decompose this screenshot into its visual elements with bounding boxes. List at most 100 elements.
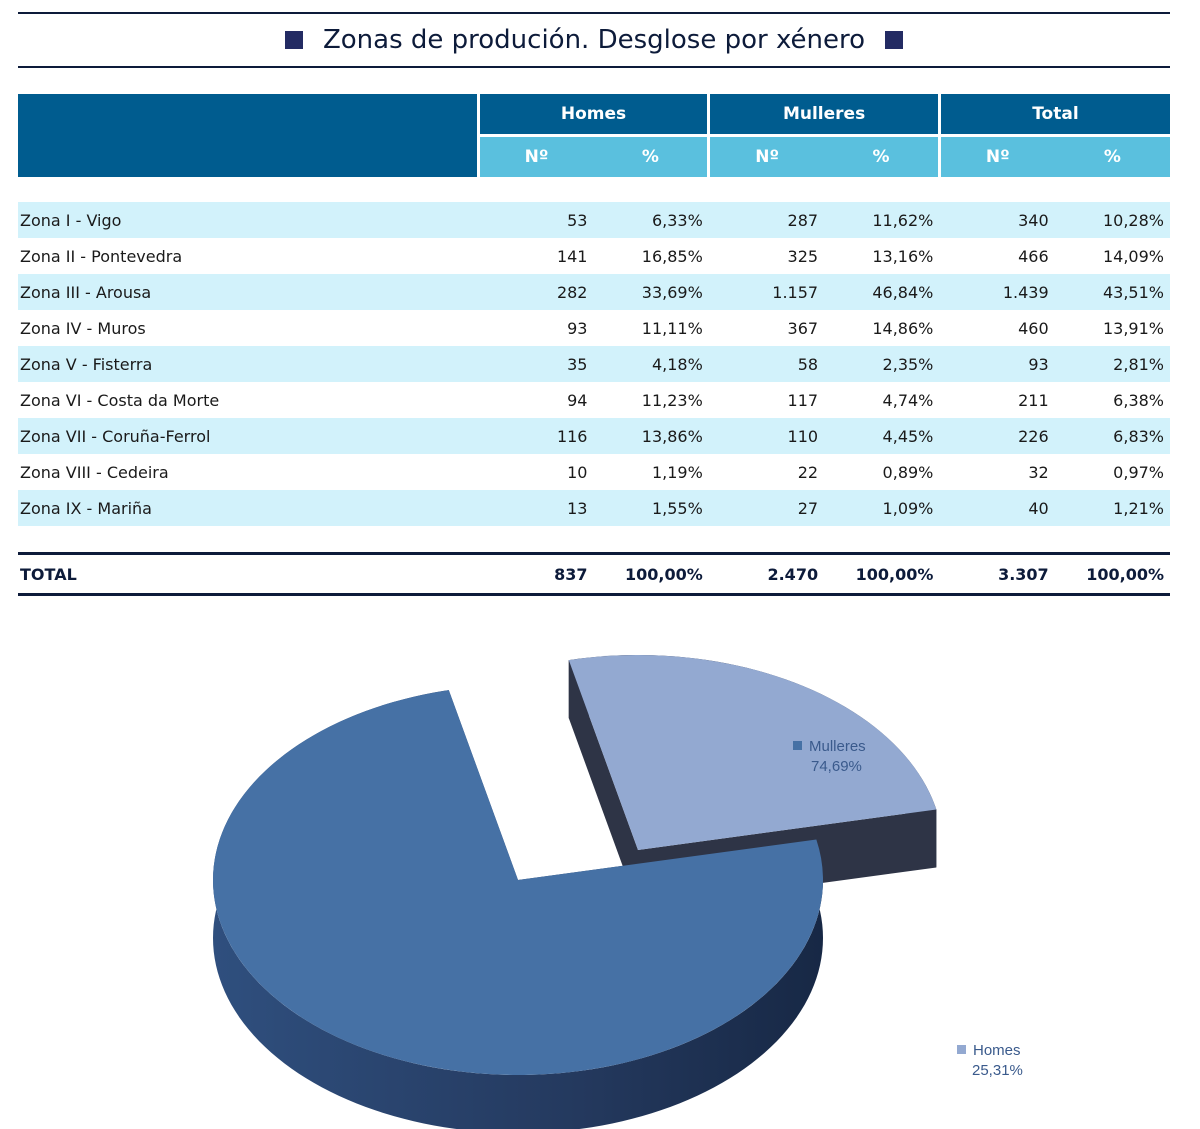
- subheader-cell: Nº: [707, 135, 825, 177]
- table-row: Zona VI - Costa da Morte 94 11,23% 117 4,74%…: [18, 382, 1170, 418]
- legend-mulleres: Mulleres 74,69%: [793, 738, 866, 775]
- table-cell: 325: [787, 246, 819, 266]
- header-total: Total: [937, 94, 1170, 137]
- table-cell: 13,91%: [1102, 318, 1164, 338]
- table-cell: 116: [478, 418, 594, 454]
- table-body: Zona I - Vigo 53 6,33% 287 11,62% 340 10,28% Zo…: [18, 202, 1170, 526]
- square-bullet-icon: [284, 31, 303, 49]
- table-cell: 2,35%: [824, 346, 940, 382]
- zone-label: Zona IX - Mariña: [18, 490, 479, 526]
- subheader-cell: Nº: [937, 135, 1055, 177]
- zone-label: Zona VII - Coruña-Ferrol: [18, 418, 479, 454]
- table-cell: 93: [939, 346, 1055, 382]
- zones-table: Homes Mulleres Total Nº % Nº % Nº % Zona…: [18, 94, 1170, 596]
- header-row-sub: Nº % Nº % Nº %: [18, 135, 1170, 177]
- table-cell: 16,85%: [641, 246, 703, 266]
- table-cell: 22: [797, 462, 819, 482]
- header-blank: [18, 94, 479, 177]
- table-row: Zona IV - Muros 93 11,11% 367 14,86% 460 13,91…: [18, 310, 1170, 346]
- legend-label-mulleres: Mulleres: [809, 738, 866, 755]
- table-cell: 466: [1018, 246, 1049, 266]
- header-homes: Homes: [476, 94, 709, 137]
- pie-slice-homes: [568, 655, 937, 850]
- total-label: TOTAL: [18, 552, 479, 596]
- table-cell: 11,23%: [641, 390, 703, 410]
- table-cell: 13,16%: [872, 246, 934, 266]
- total-cell: 2.470: [708, 552, 825, 596]
- table-cell: 14,09%: [1102, 246, 1164, 266]
- table-row: Zona I - Vigo 53 6,33% 287 11,62% 340 10,28%: [18, 202, 1170, 238]
- gender-pie-chart: Mulleres 74,69% Homes 25,31%: [212, 655, 1023, 1129]
- table-cell: 11,62%: [824, 202, 940, 238]
- pie-side-homes: [568, 660, 638, 908]
- total-cell: 837: [478, 552, 594, 596]
- zone-label: Zona I - Vigo: [18, 202, 479, 238]
- legend-label-homes: Homes: [973, 1042, 1021, 1059]
- value-label-homes: 25,31%: [972, 1062, 1023, 1079]
- table-cell: 287: [708, 202, 825, 238]
- table-cell: 6,33%: [593, 202, 709, 238]
- table-cell: 11,11%: [641, 318, 703, 338]
- table-row: Zona II - Pontevedra 141 16,85% 325 13,16% 46…: [18, 238, 1170, 274]
- total-cell: 100,00%: [824, 552, 940, 596]
- subheader-cell: %: [593, 135, 709, 177]
- table-cell: 6,38%: [1113, 390, 1164, 410]
- zone-label: Zona IV - Muros: [20, 318, 146, 338]
- header-row-groups: Homes Mulleres Total: [18, 94, 1170, 177]
- table-cell: 94: [567, 390, 588, 410]
- legend-swatch-homes: [957, 1045, 966, 1054]
- table-cell: 141: [556, 246, 588, 266]
- table-cell: 33,69%: [593, 274, 709, 310]
- table-cell: 4,18%: [593, 346, 709, 382]
- zone-label: Zona III - Arousa: [18, 274, 479, 310]
- table-cell: 0,97%: [1113, 462, 1164, 482]
- square-bullet-icon: [885, 31, 904, 49]
- table-row: Zona IX - Mariña 13 1,55% 27 1,09% 40 1,21%: [18, 490, 1170, 526]
- table-cell: 46,84%: [824, 274, 940, 310]
- zone-label: Zona II - Pontevedra: [20, 246, 183, 266]
- table-cell: 1,09%: [824, 490, 940, 526]
- table-cell: 460: [1018, 318, 1049, 338]
- title-text: Zonas de produción. Desglose por xénero: [322, 25, 866, 55]
- table-cell: 32: [1028, 462, 1049, 482]
- page-title: Zonas de produción. Desglose por xénero: [18, 12, 1170, 68]
- table-cell: 1,19%: [651, 462, 703, 482]
- table-row: Zona V - Fisterra 35 4,18% 58 2,35% 93 2,81%: [18, 346, 1170, 382]
- legend-swatch-mulleres: [793, 741, 802, 750]
- total-row: TOTAL 837 100,00% 2.470 100,00% 3.307 10…: [18, 552, 1170, 596]
- table-cell: 1,55%: [593, 490, 709, 526]
- table-row: Zona III - Arousa 282 33,69% 1.157 46,84% 1.4…: [18, 274, 1170, 310]
- table-cell: 13: [478, 490, 594, 526]
- subheader-cell: %: [824, 135, 940, 177]
- table-cell: 117: [787, 390, 819, 410]
- table-cell: 93: [567, 318, 588, 338]
- zone-label: Zona VI - Costa da Morte: [20, 390, 220, 410]
- table-cell: 2,81%: [1054, 346, 1170, 382]
- table-cell: 6,83%: [1054, 418, 1170, 454]
- table-cell: 58: [708, 346, 825, 382]
- table-cell: 27: [708, 490, 825, 526]
- subheader-cell: %: [1054, 135, 1170, 177]
- table-cell: 10,28%: [1054, 202, 1170, 238]
- table-cell: 40: [939, 490, 1055, 526]
- table-cell: 10: [567, 462, 588, 482]
- table-cell: 1,21%: [1054, 490, 1170, 526]
- table-row: Zona VIII - Cedeira 10 1,19% 22 0,89% 32 0,97%: [18, 454, 1170, 490]
- total-cell: 100,00%: [1054, 552, 1170, 596]
- table-cell: 43,51%: [1054, 274, 1170, 310]
- table-cell: 340: [939, 202, 1055, 238]
- legend-homes: Homes 25,31%: [957, 1042, 1023, 1079]
- table-cell: 226: [939, 418, 1055, 454]
- value-label-mulleres: 74,69%: [811, 758, 862, 775]
- subheader-cell: Nº: [476, 135, 594, 177]
- table-cell: 53: [478, 202, 594, 238]
- total-cell: 3.307: [939, 552, 1055, 596]
- table-cell: 0,89%: [882, 462, 934, 482]
- table-cell: 110: [708, 418, 825, 454]
- table-cell: 14,86%: [872, 318, 934, 338]
- total-cell: 100,00%: [593, 552, 709, 596]
- table-cell: 1.439: [939, 274, 1055, 310]
- table-cell: 35: [478, 346, 594, 382]
- table-cell: 4,45%: [824, 418, 940, 454]
- table-cell: 4,74%: [882, 390, 934, 410]
